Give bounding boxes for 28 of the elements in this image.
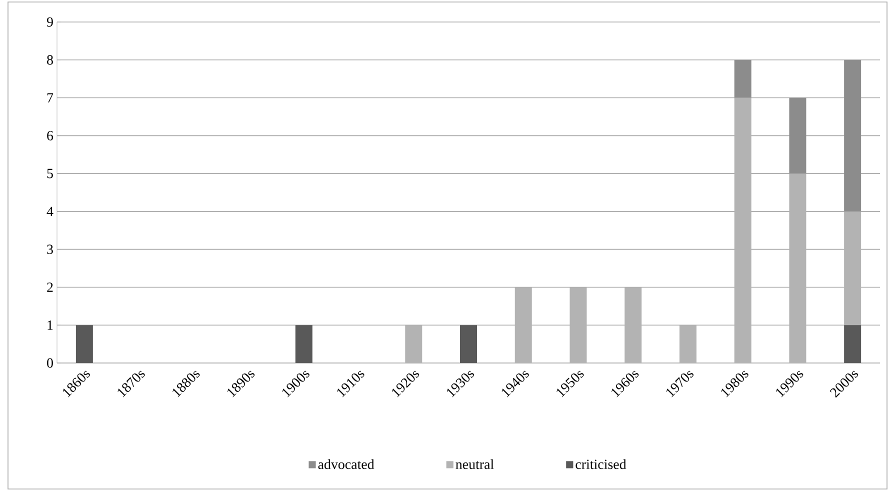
bar [789,98,806,174]
y-tick-label: 3 [47,244,53,254]
bar [789,174,806,363]
y-tick-label: 1 [48,320,53,330]
bar [76,325,93,363]
bar [844,60,862,212]
y-tick-label: 9 [46,17,53,27]
bar [460,325,478,363]
bar [734,60,752,98]
bar [844,325,862,363]
y-tick-label: 8 [47,55,53,65]
y-tick-label: 0 [47,358,53,368]
legend-label: criticised [576,459,626,470]
y-tick-label: 7 [47,93,54,102]
legend-label: advocated [318,459,374,470]
legend-label: neutral [456,459,494,470]
y-tick-label: 5 [47,168,53,178]
y-tick-label: 4 [46,206,54,216]
bar [624,287,642,363]
bar [405,325,422,363]
bar [570,287,587,363]
y-tick-label: 6 [47,130,54,140]
bar [295,325,312,363]
bar [844,211,862,326]
bar [679,325,696,363]
bar [514,287,532,363]
y-tick-label: 2 [47,282,53,292]
bar [734,98,752,363]
